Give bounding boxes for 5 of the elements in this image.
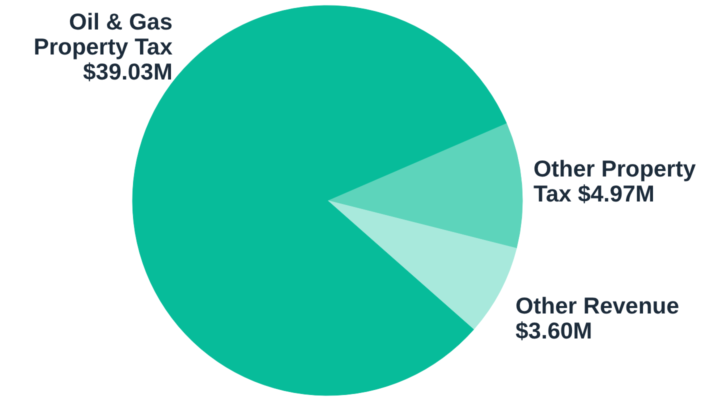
slice-label: Other Property Tax $4.97M <box>534 156 696 206</box>
slice-label: Oil & Gas Property Tax <box>34 8 173 60</box>
data-label: $3.60M <box>516 318 592 344</box>
data-label: $39.03M <box>82 58 173 84</box>
slice-label: Other Revenue <box>516 292 680 318</box>
